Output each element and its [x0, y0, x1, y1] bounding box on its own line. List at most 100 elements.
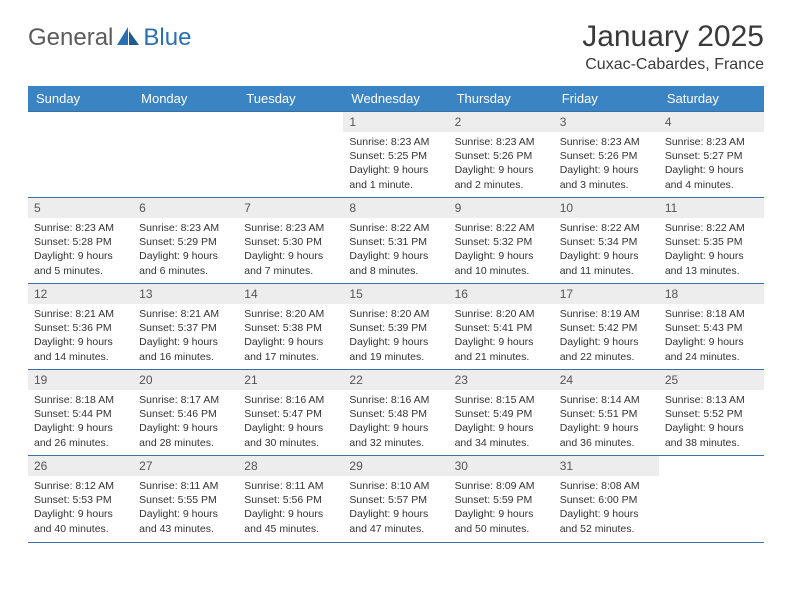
day-details: Sunrise: 8:23 AMSunset: 5:26 PMDaylight:…: [554, 132, 659, 196]
day-number: 19: [28, 370, 133, 390]
calendar-day-cell: 30Sunrise: 8:09 AMSunset: 5:59 PMDayligh…: [449, 456, 554, 542]
calendar-day-cell: 13Sunrise: 8:21 AMSunset: 5:37 PMDayligh…: [133, 284, 238, 370]
brand-text-blue: Blue: [143, 24, 191, 52]
calendar-table: SundayMondayTuesdayWednesdayThursdayFrid…: [28, 86, 764, 542]
day-details: Sunrise: 8:19 AMSunset: 5:42 PMDaylight:…: [554, 304, 659, 368]
day-details: Sunrise: 8:09 AMSunset: 5:59 PMDaylight:…: [449, 476, 554, 540]
day-details: Sunrise: 8:22 AMSunset: 5:34 PMDaylight:…: [554, 218, 659, 282]
day-details: Sunrise: 8:23 AMSunset: 5:29 PMDaylight:…: [133, 218, 238, 282]
brand-text-general: General: [28, 24, 113, 52]
calendar-day-cell: 18Sunrise: 8:18 AMSunset: 5:43 PMDayligh…: [659, 284, 764, 370]
calendar-day-cell: 8Sunrise: 8:22 AMSunset: 5:31 PMDaylight…: [343, 198, 448, 284]
day-details: Sunrise: 8:16 AMSunset: 5:48 PMDaylight:…: [343, 390, 448, 454]
calendar-day-cell: [133, 112, 238, 198]
month-title: January 2025: [582, 20, 764, 54]
weekday-header: Wednesday: [343, 86, 448, 112]
day-details: Sunrise: 8:22 AMSunset: 5:35 PMDaylight:…: [659, 218, 764, 282]
day-number: 20: [133, 370, 238, 390]
day-details: Sunrise: 8:23 AMSunset: 5:26 PMDaylight:…: [449, 132, 554, 196]
calendar-day-cell: 22Sunrise: 8:16 AMSunset: 5:48 PMDayligh…: [343, 370, 448, 456]
calendar-day-cell: 11Sunrise: 8:22 AMSunset: 5:35 PMDayligh…: [659, 198, 764, 284]
day-number: 11: [659, 198, 764, 218]
calendar-day-cell: 31Sunrise: 8:08 AMSunset: 6:00 PMDayligh…: [554, 456, 659, 542]
day-details: Sunrise: 8:17 AMSunset: 5:46 PMDaylight:…: [133, 390, 238, 454]
calendar-day-cell: 6Sunrise: 8:23 AMSunset: 5:29 PMDaylight…: [133, 198, 238, 284]
calendar-day-cell: [28, 112, 133, 198]
day-details: Sunrise: 8:23 AMSunset: 5:27 PMDaylight:…: [659, 132, 764, 196]
day-number: 13: [133, 284, 238, 304]
calendar-day-cell: 2Sunrise: 8:23 AMSunset: 5:26 PMDaylight…: [449, 112, 554, 198]
page-header: General Blue January 2025 Cuxac-Cabardes…: [28, 20, 764, 74]
day-number: 3: [554, 112, 659, 132]
day-number: 21: [238, 370, 343, 390]
day-number: 25: [659, 370, 764, 390]
calendar-week-row: 19Sunrise: 8:18 AMSunset: 5:44 PMDayligh…: [28, 370, 764, 456]
day-details: Sunrise: 8:16 AMSunset: 5:47 PMDaylight:…: [238, 390, 343, 454]
weekday-header: Friday: [554, 86, 659, 112]
day-details: Sunrise: 8:21 AMSunset: 5:36 PMDaylight:…: [28, 304, 133, 368]
day-number: 7: [238, 198, 343, 218]
calendar-day-cell: 19Sunrise: 8:18 AMSunset: 5:44 PMDayligh…: [28, 370, 133, 456]
day-details: Sunrise: 8:23 AMSunset: 5:28 PMDaylight:…: [28, 218, 133, 282]
day-details: Sunrise: 8:23 AMSunset: 5:30 PMDaylight:…: [238, 218, 343, 282]
day-details: Sunrise: 8:11 AMSunset: 5:56 PMDaylight:…: [238, 476, 343, 540]
day-details: Sunrise: 8:11 AMSunset: 5:55 PMDaylight:…: [133, 476, 238, 540]
day-details: Sunrise: 8:08 AMSunset: 6:00 PMDaylight:…: [554, 476, 659, 540]
day-number: 16: [449, 284, 554, 304]
day-details: Sunrise: 8:10 AMSunset: 5:57 PMDaylight:…: [343, 476, 448, 540]
calendar-day-cell: 12Sunrise: 8:21 AMSunset: 5:36 PMDayligh…: [28, 284, 133, 370]
day-details: Sunrise: 8:18 AMSunset: 5:43 PMDaylight:…: [659, 304, 764, 368]
calendar-header-row: SundayMondayTuesdayWednesdayThursdayFrid…: [28, 86, 764, 112]
day-number: 15: [343, 284, 448, 304]
brand-sail-icon: [115, 25, 141, 52]
day-number: 8: [343, 198, 448, 218]
day-number: 4: [659, 112, 764, 132]
calendar-week-row: 26Sunrise: 8:12 AMSunset: 5:53 PMDayligh…: [28, 456, 764, 542]
day-number: 9: [449, 198, 554, 218]
day-number: 22: [343, 370, 448, 390]
day-details: Sunrise: 8:21 AMSunset: 5:37 PMDaylight:…: [133, 304, 238, 368]
day-details: Sunrise: 8:20 AMSunset: 5:39 PMDaylight:…: [343, 304, 448, 368]
brand-logo: General Blue: [28, 20, 191, 52]
calendar-day-cell: 29Sunrise: 8:10 AMSunset: 5:57 PMDayligh…: [343, 456, 448, 542]
day-details: Sunrise: 8:12 AMSunset: 5:53 PMDaylight:…: [28, 476, 133, 540]
calendar-day-cell: 20Sunrise: 8:17 AMSunset: 5:46 PMDayligh…: [133, 370, 238, 456]
calendar-day-cell: 17Sunrise: 8:19 AMSunset: 5:42 PMDayligh…: [554, 284, 659, 370]
day-number: 12: [28, 284, 133, 304]
calendar-day-cell: 26Sunrise: 8:12 AMSunset: 5:53 PMDayligh…: [28, 456, 133, 542]
calendar-day-cell: 21Sunrise: 8:16 AMSunset: 5:47 PMDayligh…: [238, 370, 343, 456]
calendar-body: 1Sunrise: 8:23 AMSunset: 5:25 PMDaylight…: [28, 112, 764, 542]
calendar-day-cell: [238, 112, 343, 198]
calendar-week-row: 12Sunrise: 8:21 AMSunset: 5:36 PMDayligh…: [28, 284, 764, 370]
calendar-day-cell: 4Sunrise: 8:23 AMSunset: 5:27 PMDaylight…: [659, 112, 764, 198]
day-number: 14: [238, 284, 343, 304]
weekday-header: Thursday: [449, 86, 554, 112]
calendar-day-cell: 25Sunrise: 8:13 AMSunset: 5:52 PMDayligh…: [659, 370, 764, 456]
calendar-bottom-border: [28, 542, 764, 543]
calendar-week-row: 5Sunrise: 8:23 AMSunset: 5:28 PMDaylight…: [28, 198, 764, 284]
day-details: Sunrise: 8:23 AMSunset: 5:25 PMDaylight:…: [343, 132, 448, 196]
day-number: 6: [133, 198, 238, 218]
calendar-day-cell: 10Sunrise: 8:22 AMSunset: 5:34 PMDayligh…: [554, 198, 659, 284]
day-number: 17: [554, 284, 659, 304]
day-number: 26: [28, 456, 133, 476]
day-details: Sunrise: 8:13 AMSunset: 5:52 PMDaylight:…: [659, 390, 764, 454]
day-number: 30: [449, 456, 554, 476]
weekday-header: Tuesday: [238, 86, 343, 112]
day-details: Sunrise: 8:20 AMSunset: 5:38 PMDaylight:…: [238, 304, 343, 368]
day-number: 31: [554, 456, 659, 476]
calendar-day-cell: 24Sunrise: 8:14 AMSunset: 5:51 PMDayligh…: [554, 370, 659, 456]
day-details: Sunrise: 8:14 AMSunset: 5:51 PMDaylight:…: [554, 390, 659, 454]
day-number: 1: [343, 112, 448, 132]
day-number: 29: [343, 456, 448, 476]
calendar-day-cell: 14Sunrise: 8:20 AMSunset: 5:38 PMDayligh…: [238, 284, 343, 370]
day-number: 18: [659, 284, 764, 304]
location-text: Cuxac-Cabardes, France: [582, 56, 764, 74]
day-number: 5: [28, 198, 133, 218]
calendar-day-cell: 3Sunrise: 8:23 AMSunset: 5:26 PMDaylight…: [554, 112, 659, 198]
calendar-day-cell: 9Sunrise: 8:22 AMSunset: 5:32 PMDaylight…: [449, 198, 554, 284]
calendar-day-cell: [659, 456, 764, 542]
day-details: Sunrise: 8:18 AMSunset: 5:44 PMDaylight:…: [28, 390, 133, 454]
day-number: 2: [449, 112, 554, 132]
day-number: 27: [133, 456, 238, 476]
